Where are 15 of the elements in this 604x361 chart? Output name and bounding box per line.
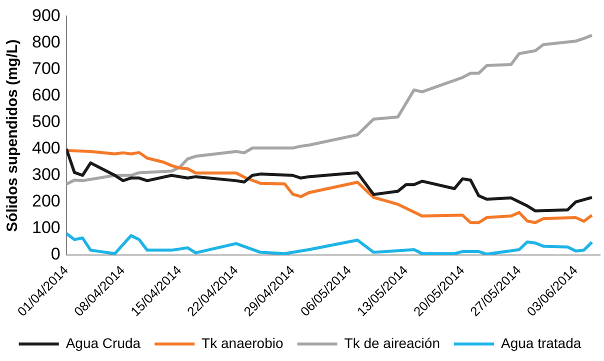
y-tick-label: 500 [32,112,60,132]
y-tick-label: 900 [32,6,60,25]
y-axis-title: Sólidos supendidos (mg/L) [4,39,22,232]
legend-label: Agua tratada [500,334,582,351]
y-tick-label: 400 [32,138,60,158]
legend-label: Tk de aireación [344,334,440,351]
y-tick-label: 700 [32,58,60,78]
legend-label: Agua Cruda [66,334,141,351]
y-tick-label: 100 [32,218,60,238]
y-tick-label: 600 [32,85,60,104]
y-tick-label: 300 [32,165,60,184]
y-tick-label: 0 [50,244,60,264]
legend-label: Tk anaerobio [202,334,284,351]
y-tick-label: 800 [32,32,60,52]
y-tick-label: 200 [32,192,60,211]
